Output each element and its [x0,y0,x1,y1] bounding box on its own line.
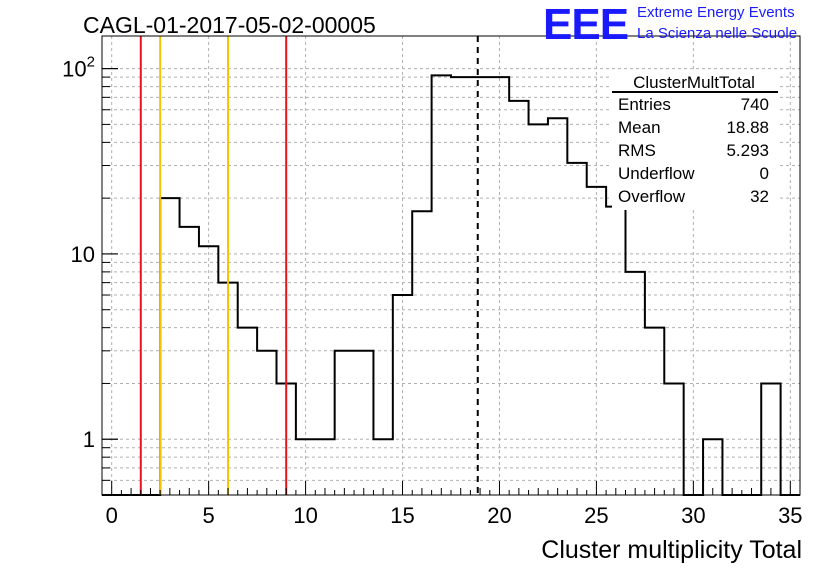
x-tick-label: 30 [681,503,705,528]
x-tick-label: 15 [390,503,414,528]
histogram-bin [567,163,586,495]
histogram-bin [529,124,548,495]
stats-label: Overflow [618,187,686,206]
histogram-bin [451,77,470,495]
histogram-bin [257,351,276,495]
histogram-series [102,74,800,496]
x-tick-label: 35 [778,503,802,528]
histogram-bin [587,187,606,495]
eee-logo-mark: EEE [543,0,628,49]
stats-box: ClusterMultTotal Entries 740 Mean 18.88 … [612,70,778,210]
histogram-bin [180,227,199,495]
x-tick-label: 10 [293,503,317,528]
stats-value: 740 [741,95,769,114]
histogram-bin [432,75,451,495]
y-tick-label: 10 [71,242,95,267]
histogram-bin [606,207,625,495]
logo-line-1: Extreme Energy Events [637,4,795,21]
x-tick-label: 25 [584,503,608,528]
stats-label: Underflow [618,164,695,183]
axes: 0 5 10 15 20 25 30 35 1 10 102 [62,54,802,528]
histogram-bin [373,439,392,495]
stats-value: 5.293 [726,141,769,160]
stats-value: 0 [760,164,769,183]
histogram-bin [470,77,489,495]
x-tick-label: 20 [487,503,511,528]
stats-value: 32 [750,187,769,206]
x-tick-label: 0 [106,503,118,528]
stats-label: RMS [618,141,656,160]
y-tick-label: 1 [83,427,95,452]
histogram-bin [548,118,567,495]
stats-row-mean: Mean 18.88 [618,118,769,137]
x-axis-label: Cluster multiplicity Total [541,536,802,564]
chart-title: CAGL-01-2017-05-02-00005 [83,12,376,38]
stats-row-entries: Entries 740 [618,95,769,114]
logo-line-2: La Scienza nelle Scuole [637,25,797,42]
stats-title: ClusterMultTotal [633,73,755,92]
histogram-bin [645,328,664,495]
histogram-bin [703,439,722,495]
eee-logo: EEE Extreme Energy Events La Scienza nel… [543,0,797,49]
histogram-bin [354,351,373,495]
histogram-outline [102,74,800,496]
histogram-bin [626,272,645,495]
marker-lines [139,36,479,495]
y-tick-label: 102 [62,54,95,82]
histogram-bin [160,198,179,495]
stats-row-underflow: Underflow 0 [618,164,769,183]
stats-label: Mean [618,118,661,137]
x-tick-label: 5 [203,503,215,528]
stats-row-rms: RMS 5.293 [618,141,769,160]
stats-row-overflow: Overflow 32 [618,187,769,206]
histogram-bin [509,101,528,495]
histogram-bin [238,328,257,495]
stats-box-background [612,70,778,210]
stats-value: 18.88 [726,118,769,137]
stats-label: Entries [618,95,671,114]
histogram-bin [335,351,354,495]
